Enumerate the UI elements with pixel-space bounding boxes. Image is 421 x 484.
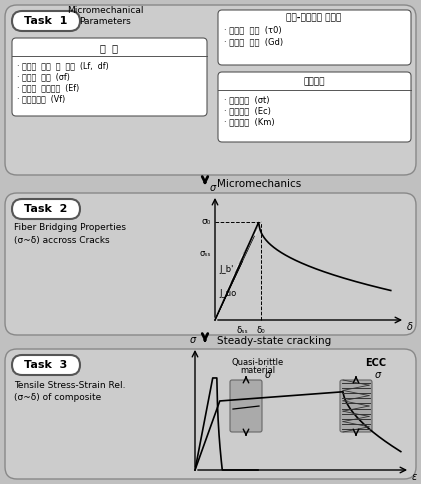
FancyBboxPatch shape [12,38,207,116]
Text: ε: ε [412,472,417,482]
FancyBboxPatch shape [12,355,80,375]
FancyBboxPatch shape [5,193,416,335]
Text: material: material [240,366,276,375]
FancyBboxPatch shape [12,199,80,219]
Text: · 화학적  부착  (Gd): · 화학적 부착 (Gd) [224,37,283,46]
Text: (σ~δ) accross Cracks: (σ~δ) accross Cracks [14,236,109,244]
FancyBboxPatch shape [5,349,416,479]
FancyBboxPatch shape [218,10,411,65]
Text: · 섬유혼입률  (Vf): · 섬유혼입률 (Vf) [17,94,65,104]
Text: J_uo: J_uo [219,289,236,298]
Text: · 섬유의  강도  (σf): · 섬유의 강도 (σf) [17,73,70,81]
Text: · 인장강도  (σt): · 인장강도 (σt) [224,95,269,105]
Text: σ: σ [375,370,381,380]
Text: Task  3: Task 3 [24,360,68,370]
Polygon shape [215,222,261,320]
Text: Fiber Bridging Properties: Fiber Bridging Properties [14,224,126,232]
Text: · 섬유의  길이  및  직경  (Lf,  df): · 섬유의 길이 및 직경 (Lf, df) [17,61,109,71]
Text: Quasi-brittle: Quasi-brittle [232,358,284,367]
Text: δₛₛ: δₛₛ [237,326,249,335]
Text: · 역학적  부착  (τ0): · 역학적 부착 (τ0) [224,26,282,34]
Text: δ: δ [407,322,413,332]
Text: σₛₛ: σₛₛ [200,249,211,258]
Text: · 탄성계수  (Ec): · 탄성계수 (Ec) [224,106,271,116]
Text: σ: σ [210,183,216,193]
FancyBboxPatch shape [5,5,416,175]
Text: 매트릭스: 매트릭스 [303,77,325,87]
Text: Task  2: Task 2 [24,204,68,214]
Text: σ: σ [265,370,271,380]
Text: σ: σ [190,335,196,345]
FancyBboxPatch shape [230,380,262,432]
Text: 섬  유: 섬 유 [100,43,118,53]
Text: · 섬유의  탄성계수  (Ef): · 섬유의 탄성계수 (Ef) [17,84,79,92]
Text: ECC: ECC [365,358,386,368]
Text: σ₀: σ₀ [202,217,211,226]
Text: Tensile Stress-Strain Rel.: Tensile Stress-Strain Rel. [14,380,125,390]
Text: Steady-state cracking: Steady-state cracking [217,336,331,346]
Text: (σ~δ) of composite: (σ~δ) of composite [14,393,101,402]
Text: Task  1: Task 1 [24,16,68,26]
FancyBboxPatch shape [340,380,372,432]
Text: Micromechanical
Parameters: Micromechanical Parameters [67,6,143,27]
Text: J_b': J_b' [219,265,233,274]
Text: Micromechanics: Micromechanics [217,179,301,189]
Text: δ₀: δ₀ [257,326,266,335]
FancyBboxPatch shape [218,72,411,142]
FancyBboxPatch shape [12,11,80,31]
Text: · 파괴인성  (Km): · 파괴인성 (Km) [224,118,274,126]
Text: 섬유-매트릭스 경계면: 섬유-매트릭스 경계면 [286,14,341,22]
